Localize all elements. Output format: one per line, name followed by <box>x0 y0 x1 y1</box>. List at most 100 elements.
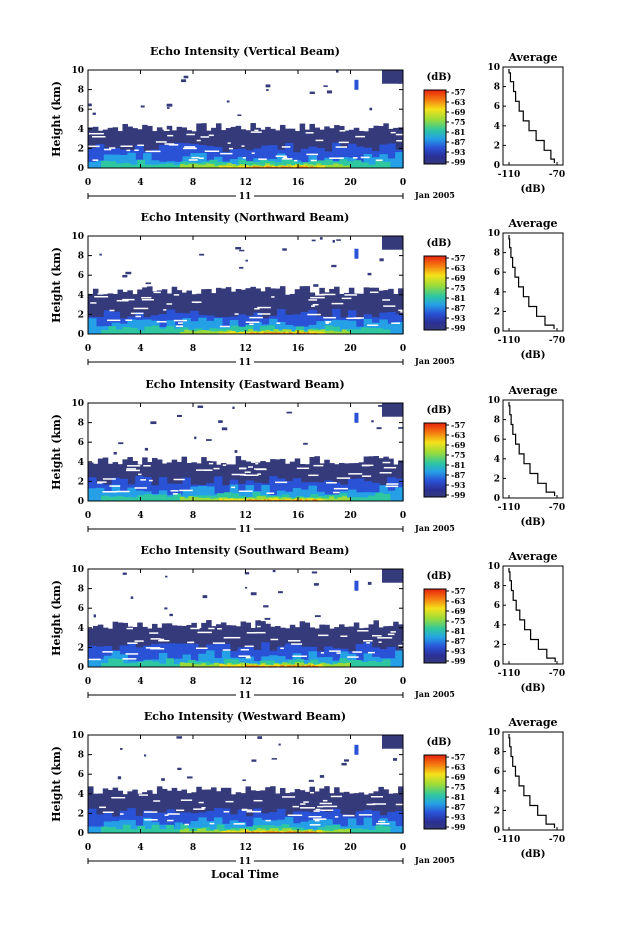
profile-y-tick-label: 8 <box>494 416 500 426</box>
x-tick-label: 0 <box>400 511 406 521</box>
echo-band <box>137 330 145 334</box>
data-gap <box>156 141 167 143</box>
data-gap <box>146 151 161 153</box>
data-gap <box>164 129 170 131</box>
colorbar-label: -99 <box>451 490 466 500</box>
y-tick-label: 2 <box>78 643 84 653</box>
x-tick-label: 16 <box>292 677 305 687</box>
data-gap <box>143 465 150 467</box>
data-gap <box>109 147 115 149</box>
heatmap-field <box>88 70 406 168</box>
data-gap <box>266 492 274 494</box>
upper-echo <box>257 736 262 739</box>
data-gap <box>357 630 368 632</box>
upper-echo <box>251 759 256 761</box>
echo-band <box>197 330 202 334</box>
profile-line <box>509 69 554 163</box>
date-suffix: Jan 2005 <box>414 356 455 366</box>
date-suffix: Jan 2005 <box>414 855 455 865</box>
data-gap <box>245 471 251 473</box>
upper-echo <box>242 779 246 781</box>
echo-band <box>325 663 330 667</box>
data-gap <box>140 479 146 481</box>
profile-y-tick-label: 10 <box>487 63 500 73</box>
data-gap <box>310 297 325 299</box>
data-gap <box>309 816 322 818</box>
x-tick-label: 8 <box>190 344 196 354</box>
data-gap <box>223 649 231 651</box>
data-gap <box>239 468 246 470</box>
upper-echo <box>380 258 384 261</box>
x-tick-label: 12 <box>239 344 252 354</box>
y-tick-label: 4 <box>78 125 84 135</box>
upper-cloud-streak <box>354 413 358 423</box>
colorbar-label: -57 <box>451 420 465 430</box>
echo-band <box>383 329 391 334</box>
upper-cloud <box>382 236 403 250</box>
upper-echo <box>118 776 121 779</box>
x-tick-label: 16 <box>292 511 305 521</box>
data-gap <box>254 468 266 470</box>
data-gap <box>282 796 295 798</box>
colorbar-label: -87 <box>451 636 465 646</box>
colorbar-label: -99 <box>451 656 466 666</box>
upper-echo <box>314 583 319 586</box>
data-gap <box>367 324 378 326</box>
colorbar-label: -75 <box>451 283 465 293</box>
echo-band <box>354 160 362 168</box>
upper-echo <box>245 260 248 262</box>
data-gap <box>167 820 173 822</box>
profile-frame <box>503 233 563 331</box>
colorbar-label: -57 <box>451 87 465 97</box>
data-gap <box>137 145 144 147</box>
data-gap <box>224 811 230 813</box>
profile-y-tick-label: 6 <box>494 767 500 777</box>
upper-echo <box>341 763 346 766</box>
data-gap <box>254 130 258 132</box>
echo-band <box>197 829 202 833</box>
echo-band <box>101 663 109 667</box>
data-gap <box>255 632 266 634</box>
y-tick-label: 2 <box>78 477 84 487</box>
echo-band <box>130 663 138 667</box>
y-tick-label: 4 <box>78 790 84 800</box>
x-tick-label: 20 <box>344 677 357 687</box>
data-gap <box>311 160 317 162</box>
data-gap <box>184 146 195 148</box>
data-gap <box>210 823 215 825</box>
colorbar <box>424 423 446 497</box>
data-gap <box>176 325 183 327</box>
data-gap <box>251 131 262 133</box>
y-tick-label: 0 <box>78 663 84 673</box>
echo-band <box>144 661 152 667</box>
x-tick-label: 0 <box>400 178 406 188</box>
data-gap <box>313 465 323 467</box>
profile-x-tick-label: -110 <box>498 336 521 346</box>
upper-echo <box>320 775 324 778</box>
colorbar-unit: (dB) <box>427 238 452 249</box>
y-tick-label: 6 <box>78 438 84 448</box>
x-tick-label: 4 <box>137 843 143 853</box>
upper-echo <box>122 275 127 277</box>
upper-echo <box>336 239 341 241</box>
x-tick-label: 8 <box>190 677 196 687</box>
x-tick-label: 0 <box>85 843 91 853</box>
data-gap <box>396 140 402 142</box>
y-tick-label: 2 <box>78 144 84 154</box>
colorbar-unit: (dB) <box>427 737 452 748</box>
data-gap <box>229 148 233 150</box>
data-gap <box>213 642 225 644</box>
echo-band <box>184 330 189 334</box>
colorbar-label: -93 <box>451 480 466 490</box>
x-tick-label: 20 <box>344 511 357 521</box>
echo-band <box>166 163 174 168</box>
echo-band <box>375 662 383 667</box>
data-gap <box>258 158 267 160</box>
echo-band <box>130 497 138 501</box>
upper-cloud <box>382 70 403 84</box>
echo-band <box>166 497 174 501</box>
profile-x-tick-label: -70 <box>549 503 565 513</box>
echo-band <box>166 326 174 334</box>
colorbar <box>424 90 446 164</box>
data-gap <box>353 157 358 159</box>
